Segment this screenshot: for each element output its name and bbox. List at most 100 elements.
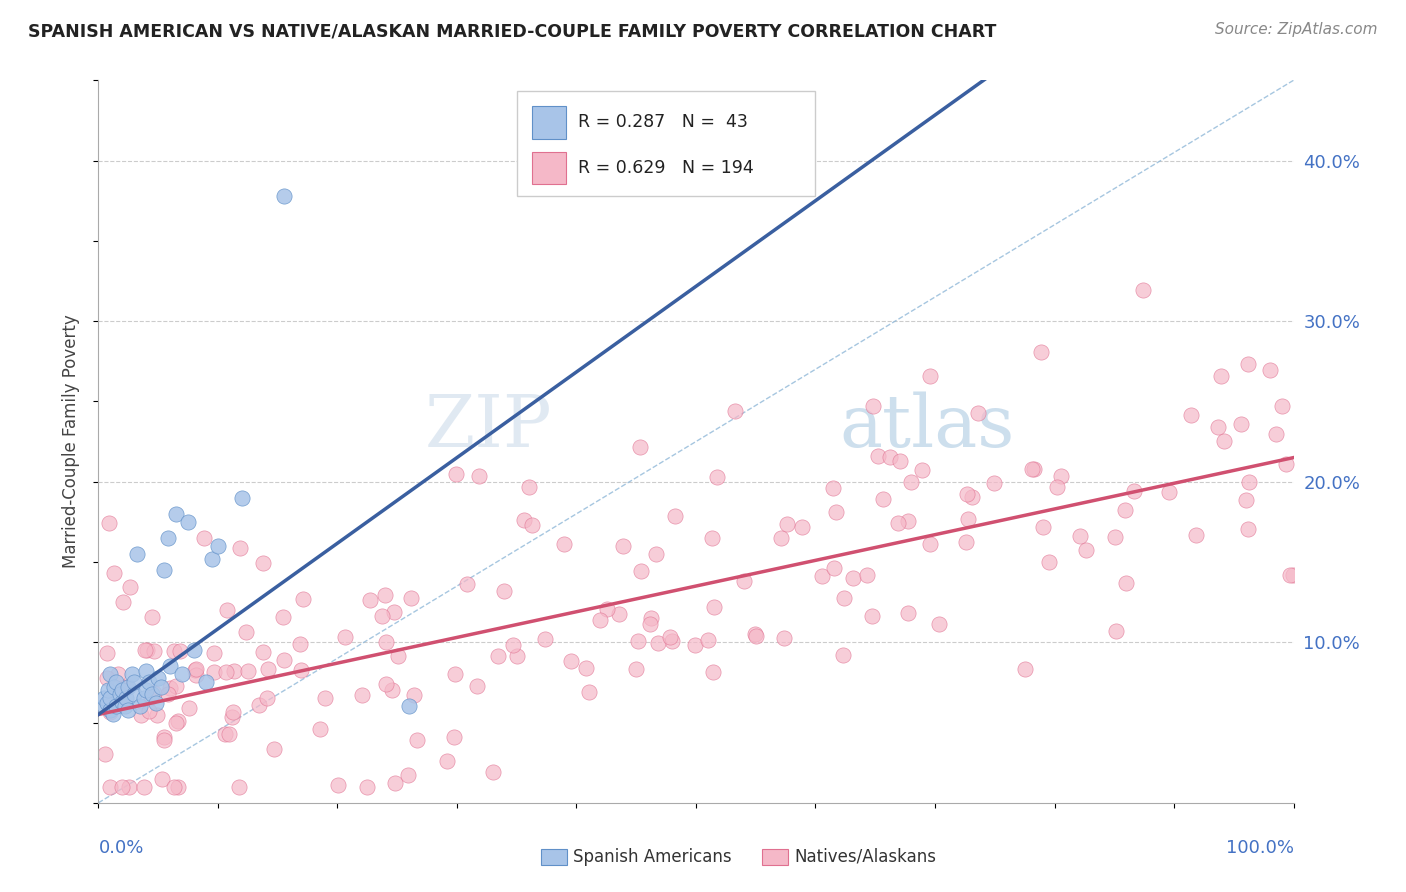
Point — [444, 467, 467, 481]
Point — [131, 707, 153, 722]
Point — [626, 662, 648, 676]
Point — [1114, 503, 1136, 517]
Point — [401, 591, 423, 605]
Point — [468, 469, 491, 483]
Point — [733, 574, 755, 589]
Point — [101, 707, 124, 722]
Point — [238, 664, 260, 678]
Point — [1275, 457, 1298, 471]
Point — [866, 449, 889, 463]
Point — [1213, 434, 1236, 449]
Point — [138, 675, 160, 690]
Point — [228, 541, 250, 556]
Point — [138, 704, 160, 718]
Point — [93, 699, 115, 714]
Point — [832, 591, 855, 606]
Point — [111, 683, 134, 698]
Y-axis label: Married-Couple Family Poverty: Married-Couple Family Poverty — [62, 315, 80, 568]
Point — [125, 547, 148, 561]
Point — [821, 481, 844, 495]
Point — [486, 648, 509, 663]
Point — [273, 653, 295, 667]
Point — [533, 632, 555, 646]
Point — [153, 563, 176, 577]
Text: 0.0%: 0.0% — [98, 838, 143, 857]
Point — [271, 610, 294, 624]
Point — [1076, 543, 1098, 558]
Point — [202, 647, 225, 661]
Point — [374, 588, 396, 602]
Point — [436, 754, 458, 768]
Point — [193, 531, 215, 545]
Point — [956, 486, 979, 500]
Point — [387, 648, 409, 663]
Point — [494, 583, 516, 598]
Point — [288, 637, 311, 651]
Point — [252, 557, 274, 571]
Point — [124, 687, 146, 701]
Point — [177, 515, 200, 529]
Point — [165, 716, 187, 731]
Point — [228, 780, 250, 794]
Point — [773, 631, 796, 645]
Point — [897, 606, 920, 620]
Point — [352, 689, 374, 703]
Point — [114, 681, 136, 695]
Point — [167, 714, 190, 729]
Point — [872, 491, 894, 506]
Point — [129, 699, 152, 714]
Point — [112, 680, 135, 694]
Point — [214, 727, 236, 741]
Point — [136, 643, 159, 657]
Point — [98, 667, 122, 681]
Point — [263, 742, 285, 756]
Point — [1180, 408, 1202, 422]
Point — [94, 747, 117, 761]
Bar — [533, 106, 565, 138]
Point — [983, 476, 1005, 491]
Point — [169, 644, 191, 658]
Point — [167, 780, 190, 794]
Point — [522, 518, 544, 533]
Point — [103, 566, 125, 581]
Point — [628, 440, 651, 454]
Point — [111, 695, 134, 709]
Point — [589, 613, 612, 627]
Point — [700, 531, 723, 545]
Point — [156, 687, 179, 701]
Point — [879, 450, 901, 464]
Point — [143, 643, 166, 657]
Point — [506, 649, 529, 664]
Point — [823, 561, 845, 575]
Point — [776, 517, 799, 532]
Point — [1270, 399, 1292, 413]
Point — [159, 659, 181, 673]
Point — [186, 663, 208, 677]
Point — [96, 671, 118, 685]
Point — [118, 580, 141, 594]
Point — [139, 690, 162, 704]
Point — [860, 609, 883, 624]
Point — [960, 490, 983, 504]
Point — [218, 727, 240, 741]
Point — [165, 680, 187, 694]
Text: ZIP: ZIP — [425, 392, 553, 462]
Point — [222, 705, 245, 719]
Point — [1050, 469, 1073, 483]
Point — [513, 513, 536, 527]
Point — [114, 699, 136, 714]
Point — [1021, 462, 1043, 476]
Point — [314, 690, 336, 705]
Point — [744, 626, 766, 640]
Text: SPANISH AMERICAN VS NATIVE/ALASKAN MARRIED-COUPLE FAMILY POVERTY CORRELATION CHA: SPANISH AMERICAN VS NATIVE/ALASKAN MARRI… — [28, 22, 997, 40]
Point — [381, 683, 404, 698]
Point — [107, 666, 129, 681]
Point — [553, 537, 575, 551]
Point — [156, 531, 179, 545]
Point — [630, 564, 652, 578]
Point — [502, 638, 524, 652]
Point — [100, 706, 122, 720]
Point — [172, 667, 194, 681]
Point — [153, 732, 176, 747]
Point — [163, 780, 186, 794]
